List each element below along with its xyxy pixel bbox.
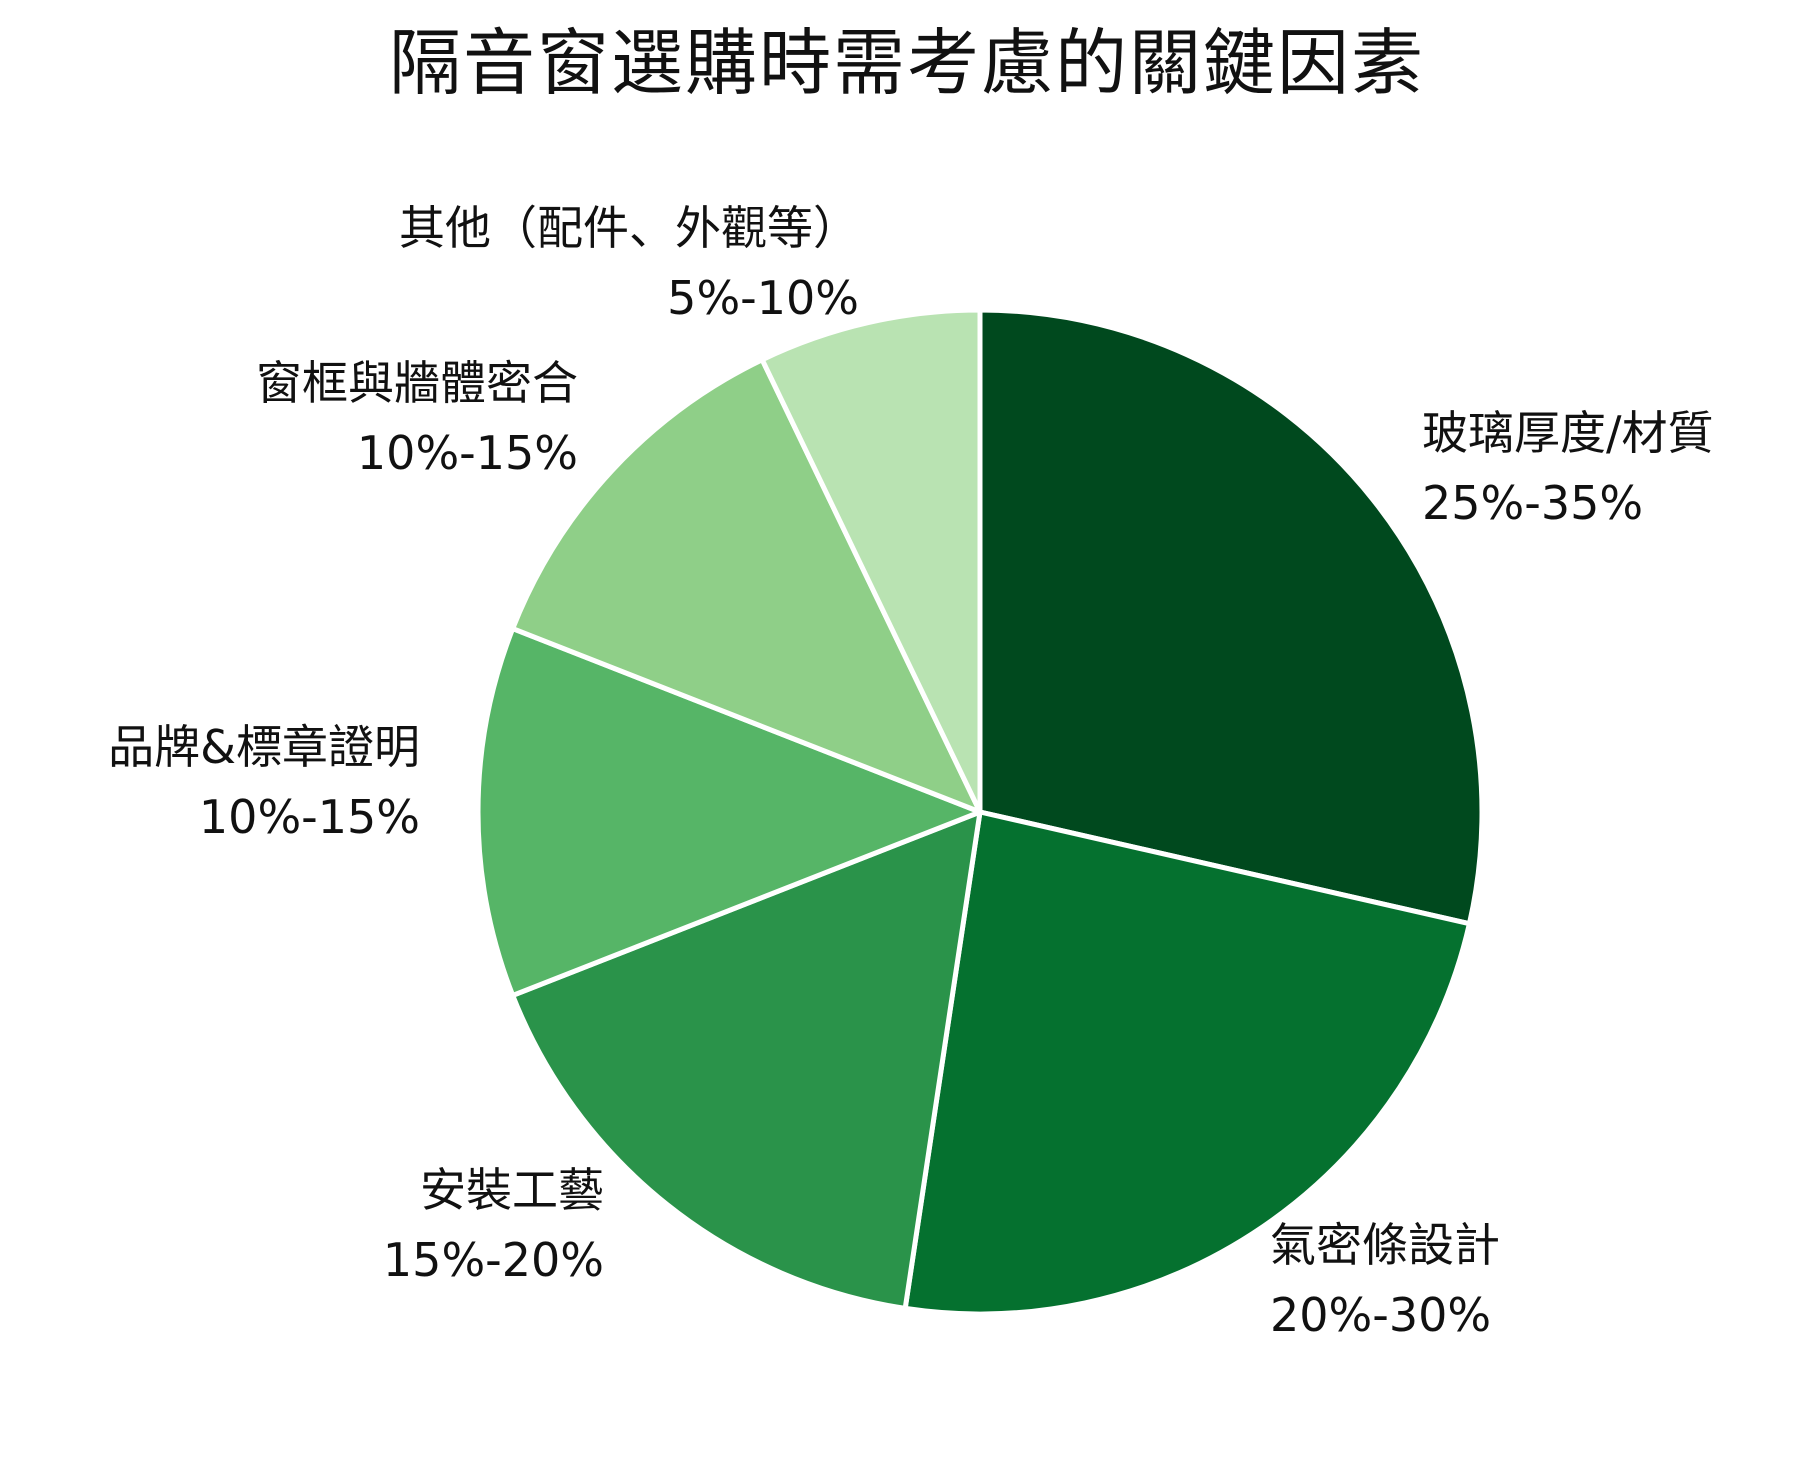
slice-brand	[475, 626, 983, 998]
slice-label-brand-range: 10%-15%	[198, 790, 420, 844]
slice-label-other-name: 其他（配件、外觀等）	[399, 201, 859, 255]
slice-glass	[977, 307, 1485, 927]
slice-install	[510, 809, 983, 1311]
slice-label-seal-name: 氣密條設計	[1270, 1218, 1500, 1272]
slice-seal	[902, 809, 1472, 1317]
slice-label-install-range: 15%-20%	[382, 1233, 604, 1287]
slice-label-brand: 品牌&標章證明 10%-15%	[108, 712, 420, 852]
slice-frame	[510, 357, 983, 815]
slice-label-install: 安裝工藝 15%-20%	[383, 1155, 604, 1295]
pie-slices	[475, 307, 1485, 1317]
slice-label-other-range: 5%-10%	[667, 271, 859, 325]
slice-label-seal: 氣密條設計 20%-30%	[1270, 1210, 1500, 1350]
slice-label-frame: 窗框與牆體密合 10%-15%	[256, 348, 578, 488]
slice-label-glass: 玻璃厚度/材質 25%-35%	[1422, 398, 1714, 538]
slice-label-glass-name: 玻璃厚度/材質	[1422, 406, 1714, 460]
slice-label-frame-name: 窗框與牆體密合	[256, 356, 578, 410]
slice-label-seal-range: 20%-30%	[1270, 1288, 1492, 1342]
slice-label-glass-range: 25%-35%	[1422, 476, 1644, 530]
chart-title: 隔音窗選購時需考慮的關鍵因素	[388, 21, 1425, 105]
slice-label-other: 其他（配件、外觀等） 5%-10%	[399, 193, 859, 333]
slice-label-install-name: 安裝工藝	[420, 1163, 604, 1217]
slice-label-brand-name: 品牌&標章證明	[108, 720, 420, 774]
slice-other	[759, 307, 983, 815]
slice-label-frame-range: 10%-15%	[356, 426, 578, 480]
